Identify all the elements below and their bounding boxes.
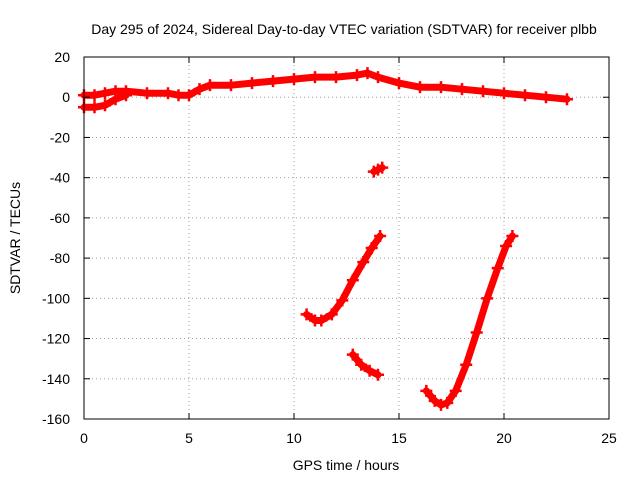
y-tick-label: -60 bbox=[50, 210, 70, 226]
y-tick-label: -140 bbox=[42, 371, 70, 387]
data-point bbox=[519, 89, 531, 102]
data-point bbox=[420, 384, 433, 397]
data-point bbox=[193, 83, 206, 96]
y-tick-label: 20 bbox=[54, 49, 70, 65]
data-point bbox=[449, 384, 462, 397]
data-point bbox=[498, 87, 510, 100]
data-point bbox=[441, 396, 454, 409]
data-point bbox=[246, 77, 258, 90]
axis-ticks: 0 5 10 15 20 25 -160 -140 -120 -100 -80 -60 -40 -20 0 2… bbox=[42, 49, 617, 446]
data-point bbox=[346, 348, 359, 361]
y-tick-label: 0 bbox=[62, 89, 70, 105]
plot-frame bbox=[83, 56, 610, 420]
data-point bbox=[315, 314, 328, 327]
data-point bbox=[376, 161, 389, 174]
data-point bbox=[99, 99, 111, 112]
data-point bbox=[428, 394, 441, 407]
data-point bbox=[288, 73, 300, 86]
grid-lines bbox=[84, 57, 609, 419]
data-point bbox=[183, 89, 195, 102]
data-point bbox=[204, 79, 216, 92]
data-point bbox=[346, 274, 359, 287]
data-point bbox=[470, 326, 483, 339]
series-segment-13h-to-14h bbox=[346, 348, 384, 381]
chart-title: Day 295 of 2024, Sidereal Day-to-day VTE… bbox=[91, 21, 597, 37]
series-small-segment-14h bbox=[367, 161, 389, 178]
data-point bbox=[309, 71, 321, 84]
y-tick-label: -80 bbox=[50, 250, 70, 266]
data-point bbox=[357, 256, 370, 269]
x-tick-label: 15 bbox=[391, 430, 407, 446]
y-tick-label: -20 bbox=[50, 129, 70, 145]
data-point bbox=[435, 398, 447, 411]
data-point bbox=[491, 262, 504, 275]
series-arc-11h-to-14h bbox=[300, 229, 387, 327]
x-tick-label: 5 bbox=[185, 430, 193, 446]
data-point bbox=[336, 294, 349, 307]
data-point bbox=[330, 71, 342, 84]
y-axis-label: SDTVAR / TECUs bbox=[7, 182, 23, 294]
data-point bbox=[88, 89, 101, 102]
data-point bbox=[267, 75, 279, 88]
series-arc-16h-to-20h bbox=[420, 229, 519, 411]
data-point bbox=[355, 358, 368, 371]
data-point bbox=[172, 89, 185, 102]
data-point bbox=[500, 240, 513, 253]
data-point bbox=[561, 93, 573, 106]
series-lower-start-arc bbox=[78, 89, 132, 114]
y-tick-label: -40 bbox=[50, 170, 70, 186]
data-point bbox=[99, 87, 111, 100]
data-point bbox=[109, 93, 122, 106]
data-series bbox=[78, 67, 573, 411]
x-axis-label: GPS time / hours bbox=[293, 457, 400, 473]
data-point bbox=[456, 83, 468, 96]
x-tick-label: 0 bbox=[80, 430, 88, 446]
series-line bbox=[422, 232, 516, 409]
x-tick-label: 10 bbox=[286, 430, 302, 446]
data-point bbox=[365, 242, 378, 255]
data-point bbox=[435, 81, 447, 94]
series-line bbox=[80, 69, 571, 103]
data-point bbox=[372, 368, 384, 381]
data-point bbox=[540, 91, 552, 104]
series-line bbox=[349, 351, 382, 379]
y-tick-label: -120 bbox=[42, 331, 70, 347]
y-tick-label: -160 bbox=[42, 411, 70, 427]
data-point bbox=[225, 79, 237, 92]
data-point bbox=[120, 89, 132, 102]
data-point bbox=[477, 85, 489, 98]
x-tick-label: 25 bbox=[601, 430, 617, 446]
data-point bbox=[363, 364, 376, 377]
data-point bbox=[481, 292, 494, 305]
y-tick-label: -100 bbox=[42, 290, 70, 306]
series-main-band bbox=[78, 67, 573, 106]
data-point bbox=[374, 229, 387, 242]
data-point bbox=[393, 77, 405, 90]
data-point bbox=[300, 308, 313, 321]
data-point bbox=[414, 81, 426, 94]
data-point bbox=[351, 69, 363, 82]
data-point bbox=[506, 229, 519, 242]
x-tick-label: 20 bbox=[496, 430, 512, 446]
data-point bbox=[361, 67, 374, 80]
data-point bbox=[141, 87, 153, 100]
data-point bbox=[88, 101, 101, 114]
data-point bbox=[325, 308, 338, 321]
data-point bbox=[162, 87, 174, 100]
data-point bbox=[372, 71, 384, 84]
data-point bbox=[460, 358, 473, 371]
